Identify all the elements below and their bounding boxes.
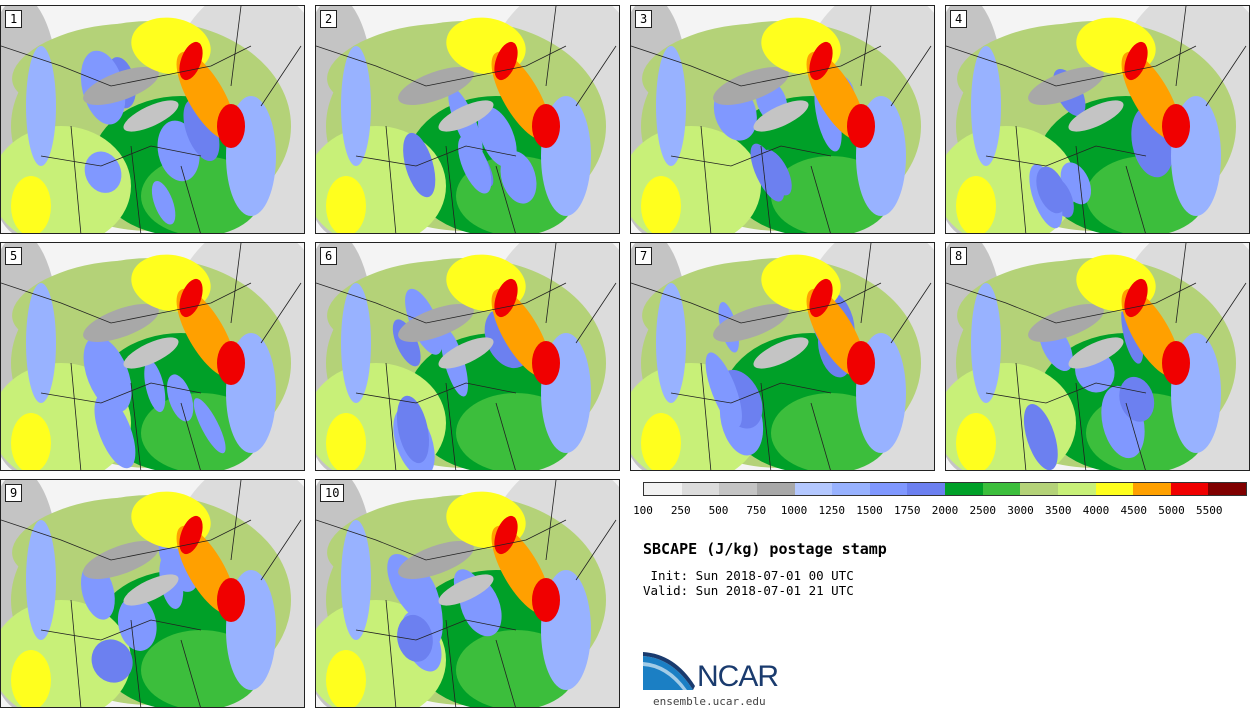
member-number-label: 10 (320, 484, 345, 502)
sbcape-field (631, 6, 934, 233)
colorbar-swatch (719, 483, 757, 495)
ensemble-member-map: 10 (315, 479, 620, 708)
colorbar-swatch (794, 483, 833, 495)
colorbar-swatch (945, 483, 983, 495)
colorbar-tick-label: 100 (633, 504, 653, 517)
colorbar-swatch (907, 483, 945, 495)
colorbar-swatch (1133, 483, 1171, 495)
member-number-label: 5 (5, 247, 23, 265)
colorbar-swatch (832, 483, 870, 495)
member-number-label: 3 (635, 10, 653, 28)
ensemble-member-map: 8 (945, 242, 1250, 471)
ensemble-member-map: 7 (630, 242, 935, 471)
sbcape-field (1, 243, 304, 470)
sbcape-field (1, 480, 304, 707)
member-number-label: 6 (320, 247, 338, 265)
colorbar-tick-label: 1250 (818, 504, 846, 517)
colorbar-tick-label: 1000 (780, 504, 808, 517)
sbcape-field (946, 243, 1249, 470)
colorbar-swatch (681, 483, 720, 495)
sbcape-field (316, 480, 619, 707)
ncar-logo-text: NCAR (697, 660, 779, 693)
ensemble-member-map: 3 (630, 5, 935, 234)
colorbar-tick-label: 4000 (1082, 504, 1110, 517)
valid-time: Valid: Sun 2018-07-01 21 UTC (643, 583, 854, 598)
member-number-label: 8 (950, 247, 968, 265)
colorbar-tick-label: 5000 (1158, 504, 1185, 517)
colorbar-swatch (1170, 483, 1209, 495)
colorbar-tick-label: 750 (746, 504, 767, 517)
sbcape-colorbar (643, 482, 1247, 496)
member-number-label: 4 (950, 10, 968, 28)
colorbar-tick-label: 3000 (1007, 504, 1034, 517)
sbcape-field (631, 243, 934, 470)
member-number-label: 7 (635, 247, 653, 265)
ensemble-member-map: 1 (0, 5, 305, 234)
ensemble-member-map: 2 (315, 5, 620, 234)
colorbar-swatch (756, 483, 795, 495)
ensemble-member-map: 6 (315, 242, 620, 471)
colorbar-swatch (1057, 483, 1096, 495)
colorbar-swatch (644, 483, 682, 495)
colorbar-swatch (1208, 483, 1246, 495)
colorbar-tick-label: 2000 (931, 504, 959, 517)
colorbar-swatch (1095, 483, 1134, 495)
colorbar-tick-label: 1500 (856, 504, 883, 517)
sbcape-field (316, 243, 619, 470)
ensemble-member-map: 4 (945, 5, 1250, 234)
colorbar-tick-label: 250 (670, 504, 691, 517)
colorbar-tick-label: 4500 (1120, 504, 1148, 517)
colorbar-tick-label: 3500 (1045, 504, 1072, 517)
member-number-label: 1 (5, 10, 23, 28)
sbcape-field (946, 6, 1249, 233)
ensemble-member-map: 5 (0, 242, 305, 471)
sbcape-field (1, 6, 304, 233)
plot-title: SBCAPE (J/kg) postage stamp (643, 540, 887, 558)
sbcape-field (316, 6, 619, 233)
member-number-label: 9 (5, 484, 23, 502)
ensemble-member-map: 9 (0, 479, 305, 708)
colorbar-swatch (869, 483, 908, 495)
colorbar-tick-label: 1750 (894, 504, 921, 517)
colorbar-tick-label: 2500 (969, 504, 997, 517)
member-number-label: 2 (320, 10, 338, 28)
colorbar-tick-label: 5500 (1196, 504, 1223, 517)
ncar-logo (643, 652, 695, 690)
colorbar-swatch (982, 483, 1021, 495)
colorbar-swatch (1020, 483, 1058, 495)
website-url: ensemble.ucar.edu (653, 695, 766, 708)
colorbar-tick-label: 500 (708, 504, 729, 517)
init-time: Init: Sun 2018-07-01 00 UTC (643, 568, 854, 583)
